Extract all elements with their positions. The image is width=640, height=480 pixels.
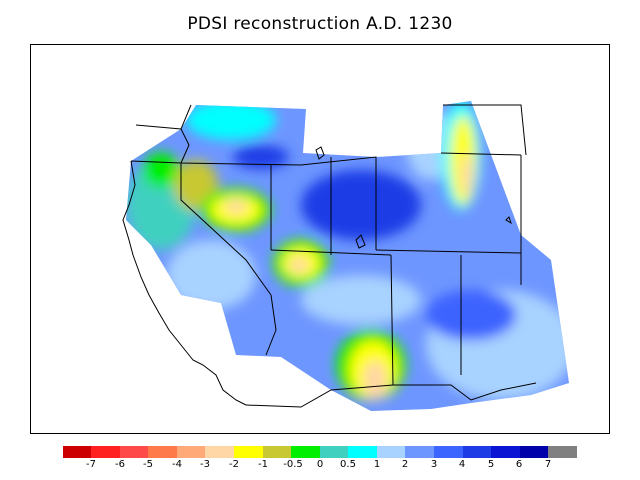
- colorbar-label: -0.5: [283, 459, 303, 470]
- colorbar-swatch: [205, 446, 234, 458]
- colorbar-label: -5: [143, 459, 153, 470]
- colorbar-swatch: [520, 446, 549, 458]
- state-boundaries: [122, 104, 537, 408]
- colorbar: [63, 446, 577, 458]
- colorbar-swatch: [548, 446, 577, 458]
- colorbar-swatch: [405, 446, 434, 458]
- colorbar-label: 2: [401, 459, 409, 470]
- colorbar-swatch: [148, 446, 177, 458]
- colorbar-label: -3: [200, 459, 210, 470]
- colorbar-swatch: [234, 446, 263, 458]
- colorbar-label: 6: [515, 459, 523, 470]
- colorbar-label: 7: [544, 459, 552, 470]
- colorbar-label: 5: [487, 459, 495, 470]
- colorbar-label: 3: [430, 459, 438, 470]
- colorbar-label: 0.5: [340, 459, 356, 470]
- colorbar-swatch: [263, 446, 292, 458]
- pdsi-shading: [126, 101, 569, 411]
- colorbar-label: -7: [86, 459, 96, 470]
- colorbar-swatch: [491, 446, 520, 458]
- colorbar-swatch: [434, 446, 463, 458]
- colorbar-label: -2: [229, 459, 239, 470]
- colorbar-swatch: [291, 446, 320, 458]
- colorbar-swatch: [348, 446, 377, 458]
- colorbar-label: -6: [115, 459, 125, 470]
- colorbar-swatch: [91, 446, 120, 458]
- colorbar-label: -4: [172, 459, 182, 470]
- colorbar-label: -1: [258, 459, 268, 470]
- colorbar-label: 1: [373, 459, 381, 470]
- pdsi-map: [122, 101, 569, 411]
- map-title: PDSI reconstruction A.D. 1230: [187, 14, 453, 34]
- map-frame: [30, 44, 610, 434]
- colorbar-swatch: [463, 446, 492, 458]
- colorbar-label: 0: [316, 459, 324, 470]
- colorbar-swatch: [63, 446, 92, 458]
- colorbar-swatch: [320, 446, 349, 458]
- colorbar-swatch: [120, 446, 149, 458]
- colorbar-swatch: [377, 446, 406, 458]
- colorbar-swatch: [177, 446, 206, 458]
- lakes: [315, 146, 512, 249]
- colorbar-label: 4: [458, 459, 466, 470]
